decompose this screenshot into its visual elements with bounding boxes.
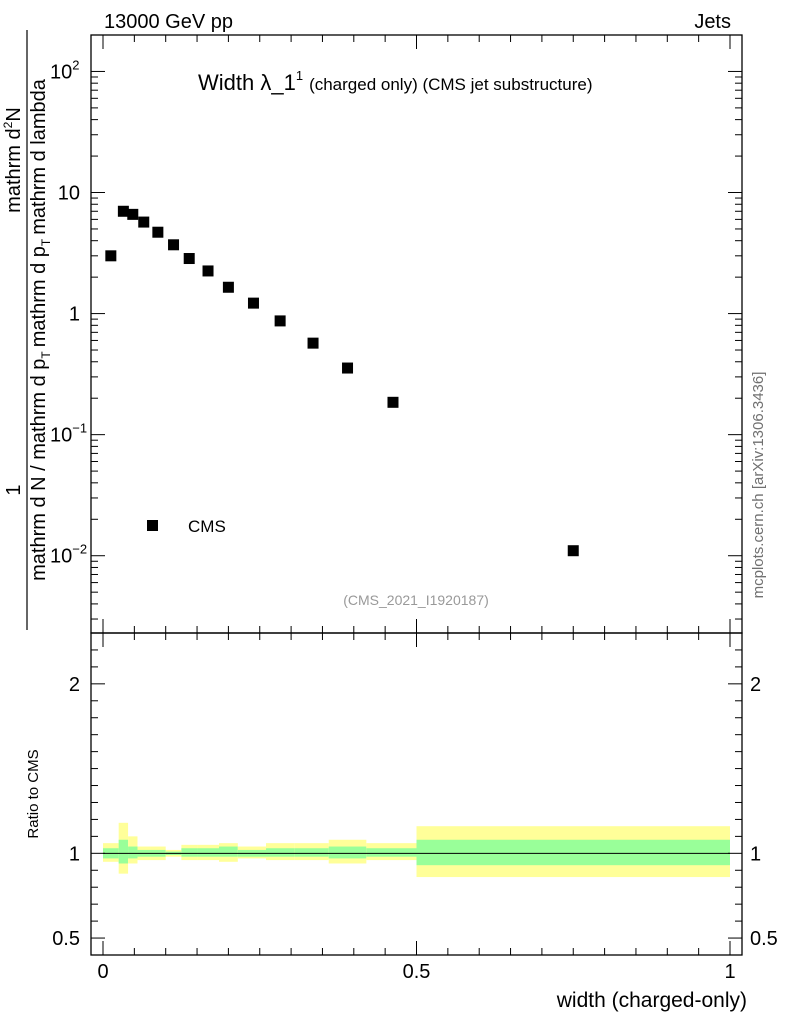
ratio-axis-ticks [91, 632, 742, 956]
y-label-den: mathrm d N / mathrm d p [28, 359, 50, 581]
ratio-band-inner [294, 848, 329, 857]
header-energy-label: 13000 GeV pp [104, 11, 233, 33]
main-y-tick-label: 102 [50, 57, 79, 83]
x-tick-label: 0 [97, 961, 108, 983]
data-point [127, 208, 139, 220]
ratio-band-inner [197, 848, 219, 857]
plot-title: Width λ_11 (charged only) (CMS jet substr… [198, 68, 593, 95]
main-y-tick-label: 1 [69, 304, 80, 326]
ratio-band-inner [181, 848, 198, 857]
ratio-band-inner [128, 846, 138, 859]
plot-title-superscript: 1 [296, 68, 303, 83]
legend-label: CMS [188, 517, 226, 536]
main-y-tick-label: 10−1 [50, 421, 87, 447]
ratio-y-tick-labels: 0.5 0.5 1 1 2 2 [52, 674, 778, 950]
main-plot-frame [90, 34, 743, 634]
data-point [342, 362, 354, 374]
main-y-axis-label: 1 mathrm d2N mathrm d N / mathrm d pTmat… [1, 30, 53, 630]
main-y-tick-label: 10−2 [50, 542, 87, 568]
y-label-top-n: N [3, 107, 25, 121]
main-axis-ticks [91, 34, 742, 633]
side-watermark: mcplots.cern.ch [arXiv:1306.3436] [750, 372, 767, 599]
y-label-denominator: mathrm d N / mathrm d pTmathrm d pTmathr… [28, 78, 53, 581]
y-label-top-num: mathrm d [3, 128, 25, 212]
y-label-tail: mathrm d p [28, 246, 50, 347]
ratio-y-tick-label-right: 0.5 [750, 928, 778, 950]
x-tick-label: 1 [724, 961, 735, 983]
y-label-top: mathrm d2N [1, 107, 25, 213]
ratio-y-tick-label-left: 2 [69, 674, 80, 696]
ratio-band-inner [366, 848, 417, 857]
y-label-den-sub: T [39, 351, 53, 359]
data-point [387, 396, 399, 408]
y-label-tail2: mathrm d lambda [28, 78, 50, 234]
data-point [138, 216, 150, 228]
data-point [274, 315, 286, 327]
y-label-top-sup: 2 [1, 121, 15, 128]
cms-data-markers [105, 205, 579, 557]
ratio-y-tick-label-right: 1 [750, 843, 761, 865]
x-tick-label: 0.5 [403, 961, 431, 983]
main-y-tick-labels: 10−2 10−1 1 10 102 [50, 57, 87, 567]
data-point [307, 337, 319, 349]
y-label-numerator: 1 [3, 484, 25, 495]
data-point [168, 239, 180, 251]
data-point [105, 250, 117, 262]
data-point [222, 281, 234, 293]
data-point [152, 226, 164, 238]
ratio-band-inner [218, 846, 238, 857]
data-point [202, 265, 214, 277]
ratio-y-tick-label-left: 0.5 [52, 928, 80, 950]
data-point [567, 545, 579, 557]
ratio-uncertainty-bands [103, 822, 730, 878]
y-label-tail-sub: T [39, 238, 53, 246]
ratio-band-inner [328, 846, 367, 859]
header-process-label: Jets [694, 11, 731, 33]
ratio-y-axis-label: Ratio to CMS [25, 749, 42, 838]
ratio-plot-frame [90, 632, 743, 956]
ratio-band-inner [118, 839, 129, 864]
ratio-band-inner [416, 839, 730, 866]
ratio-band-inner [266, 848, 295, 857]
ratio-y-tick-label-right: 2 [750, 674, 761, 696]
plot-title-main: Width λ_1 [198, 70, 296, 95]
data-point [117, 205, 129, 217]
ratio-y-tick-label-left: 1 [69, 843, 80, 865]
data-point [247, 297, 259, 309]
main-y-tick-label: 10 [58, 183, 80, 205]
legend-marker [147, 520, 158, 531]
analysis-tag: (CMS_2021_I1920187) [343, 592, 489, 608]
x-tick-labels: 0 0.5 1 [97, 961, 735, 983]
plot-title-sub: (charged only) (CMS jet substructure) [309, 75, 592, 94]
x-axis-label: width (charged-only) [556, 989, 747, 1012]
data-point [183, 253, 195, 265]
